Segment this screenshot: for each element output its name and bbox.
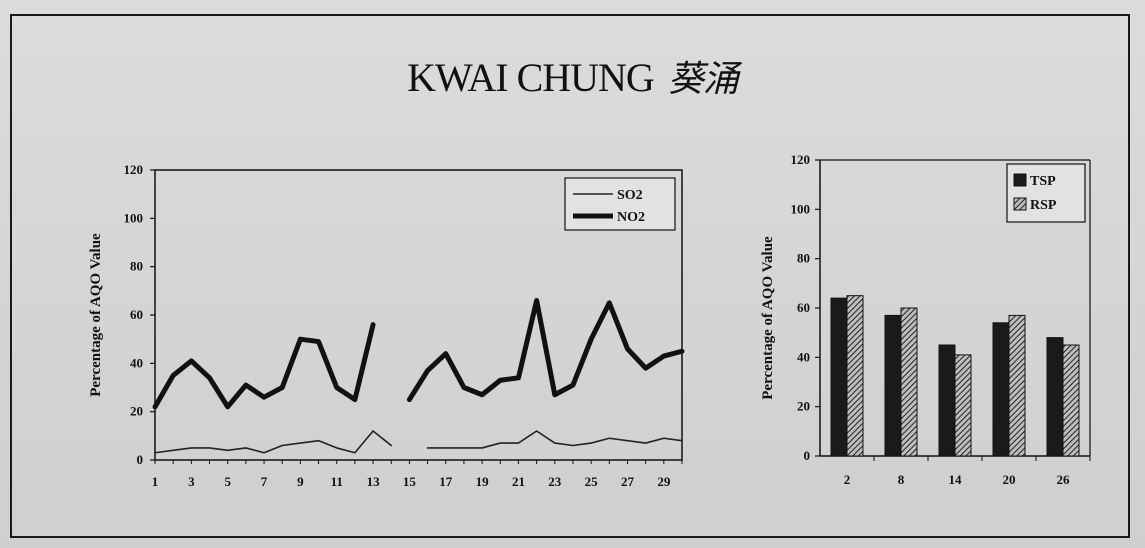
x-tick-label: 1	[152, 474, 159, 489]
y-tick-label: 40	[797, 349, 810, 364]
x-tick-label: 20	[1003, 472, 1016, 487]
bar-tsp	[992, 322, 1010, 457]
y-tick-label: 20	[130, 404, 143, 419]
x-tick-label: 9	[297, 474, 304, 489]
x-tick-label: 13	[367, 474, 381, 489]
bar-tsp	[938, 344, 956, 457]
legend-label-no2: NO2	[617, 210, 645, 225]
legend-box	[564, 177, 676, 231]
bar-chart: 0 20 40 60 80 100 120 Percentage of AQO Value 2 8…	[760, 152, 1091, 487]
legend-box	[1006, 163, 1086, 223]
y-tick-label: 100	[791, 201, 811, 216]
y-axis-label: Percentage of AQO Value	[760, 236, 776, 400]
y-tick-label: 80	[130, 259, 143, 274]
x-tick-label: 2	[844, 472, 851, 487]
bar-rsp	[1008, 314, 1026, 457]
bar-rsp	[1062, 344, 1080, 457]
legend-swatch-tsp	[1013, 173, 1027, 187]
x-tick-label: 21	[512, 474, 525, 489]
x-tick-label: 19	[476, 474, 490, 489]
legend-swatch-rsp	[1013, 197, 1027, 211]
y-tick-label: 40	[130, 355, 143, 370]
x-tick-label: 23	[548, 474, 562, 489]
series-line-no2	[406, 298, 685, 403]
y-tick-label: 120	[124, 162, 144, 177]
legend-label-rsp: RSP	[1030, 198, 1057, 213]
x-tick-label: 14	[949, 472, 963, 487]
title-chinese: 葵涌	[667, 59, 739, 100]
x-tick-label: 7	[261, 474, 268, 489]
x-tick-label: 8	[898, 472, 905, 487]
x-tick-label: 11	[331, 474, 343, 489]
x-tick-label: 25	[585, 474, 599, 489]
legend-label-tsp: TSP	[1030, 174, 1056, 189]
x-tick-label: 5	[224, 474, 231, 489]
legend-label-so2: SO2	[617, 188, 643, 203]
y-tick-label: 0	[137, 452, 144, 467]
x-tick-label: 17	[439, 474, 453, 489]
y-tick-label: 120	[791, 152, 811, 167]
bar-tsp	[830, 297, 848, 457]
bar-rsp	[954, 354, 972, 457]
series-line-no2	[152, 322, 376, 410]
y-tick-label: 100	[124, 210, 144, 225]
series-line-so2	[426, 430, 683, 449]
x-tick-label: 15	[403, 474, 417, 489]
bar-tsp	[1046, 337, 1064, 457]
bar-rsp	[846, 295, 864, 457]
title-text: KWAI CHUNG	[407, 55, 655, 100]
y-tick-label: 80	[797, 251, 810, 266]
y-axis-label: Percentage of AQO Value	[88, 233, 104, 397]
y-tick-label: 60	[130, 307, 143, 322]
y-tick-label: 0	[804, 448, 811, 463]
y-tick-label: 60	[797, 300, 810, 315]
y-tick-label: 20	[797, 399, 810, 414]
page-frame	[10, 14, 1130, 538]
x-tick-label: 29	[657, 474, 671, 489]
x-tick-label: 3	[188, 474, 195, 489]
x-tick-label: 26	[1057, 472, 1071, 487]
bar-tsp	[884, 314, 902, 457]
page-title: KWAI CHUNG 葵涌	[0, 50, 1145, 102]
x-tick-label: 27	[621, 474, 635, 489]
series-line-so2	[154, 430, 393, 454]
bar-rsp	[900, 307, 918, 457]
